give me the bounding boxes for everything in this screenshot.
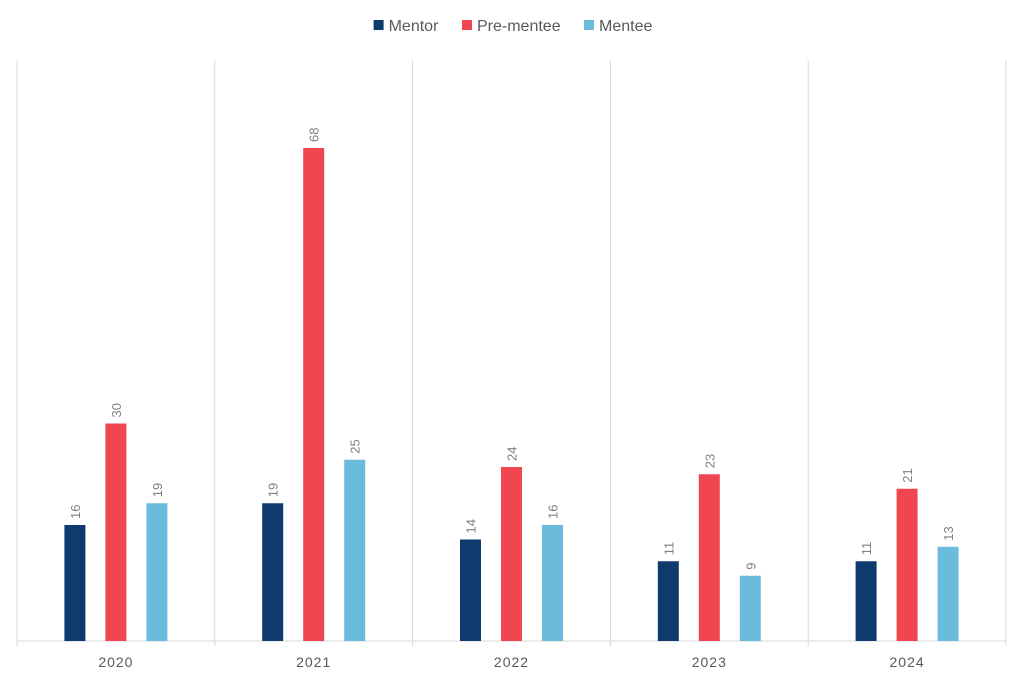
bar-pre-mentee-2024	[896, 488, 918, 641]
legend-swatch-pre-mentee	[462, 20, 472, 30]
bar-mentor-2024	[855, 561, 877, 641]
bar-pre-mentee-2021	[303, 148, 325, 641]
bar-pre-mentee-2020	[105, 423, 127, 641]
x-tick-label: 2024	[890, 654, 925, 670]
bar-mentee-2021	[344, 459, 366, 641]
data-label: 14	[464, 519, 479, 533]
legend-label: Pre-mentee	[477, 18, 561, 35]
data-label: 19	[266, 483, 281, 497]
data-labels: 16 30 19 19 68 25 14 24 16 11 23 9 11 21 13	[68, 128, 956, 570]
bar-mentor-2021	[262, 503, 284, 641]
data-label: 30	[109, 403, 124, 417]
data-label: 16	[68, 505, 83, 519]
legend-label: Mentor	[389, 18, 439, 35]
legend: Mentor Pre-mentee Mentee	[373, 18, 652, 35]
x-tick-label: 2022	[494, 654, 529, 670]
legend-label: Mentee	[599, 18, 652, 35]
x-tick-label: 2023	[692, 654, 727, 670]
bars	[64, 148, 959, 641]
bar-mentee-2022	[542, 525, 563, 641]
data-label: 19	[150, 483, 165, 497]
data-label: 21	[900, 468, 915, 482]
x-tick-label: 2021	[296, 654, 331, 670]
data-label: 9	[743, 563, 758, 570]
data-label: 11	[859, 542, 874, 556]
data-label: 11	[661, 542, 676, 556]
bar-mentee-2024	[937, 546, 959, 641]
x-axis-ticks: 2020 2021 2022 2023 2024	[98, 654, 925, 670]
bar-mentor-2020	[64, 525, 86, 641]
data-label: 68	[307, 128, 322, 142]
bar-pre-mentee-2023	[698, 474, 720, 641]
data-label: 25	[348, 439, 363, 453]
bar-mentee-2023	[739, 575, 761, 641]
bar-mentor-2022	[460, 539, 481, 641]
data-label: 16	[546, 505, 561, 519]
legend-swatch-mentee	[584, 20, 594, 30]
x-tick-label: 2020	[98, 654, 133, 670]
data-label: 23	[702, 454, 717, 468]
data-label: 24	[505, 447, 520, 461]
legend-swatch-mentor	[373, 20, 384, 30]
data-label: 13	[941, 526, 956, 540]
bar-mentor-2023	[657, 561, 679, 641]
bar-pre-mentee-2022	[501, 467, 522, 641]
bar-mentee-2020	[146, 503, 168, 641]
